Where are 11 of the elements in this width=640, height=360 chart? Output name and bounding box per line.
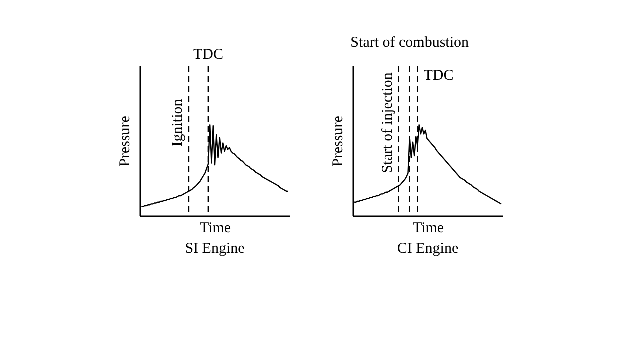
x-axis-title: Time [200, 220, 232, 236]
y-axis-title: Pressure [118, 116, 134, 167]
y-axis-title: Pressure [330, 116, 346, 167]
x-axis-title: Time [412, 220, 444, 236]
text: Start of combustion [350, 35, 470, 51]
text: TDC [193, 47, 224, 63]
annotation: Ignition [170, 98, 186, 147]
text: SI Engine [185, 241, 246, 257]
text: CI Engine [397, 241, 459, 257]
annotation: Start of injection [380, 72, 396, 174]
text: TDC [424, 68, 454, 84]
